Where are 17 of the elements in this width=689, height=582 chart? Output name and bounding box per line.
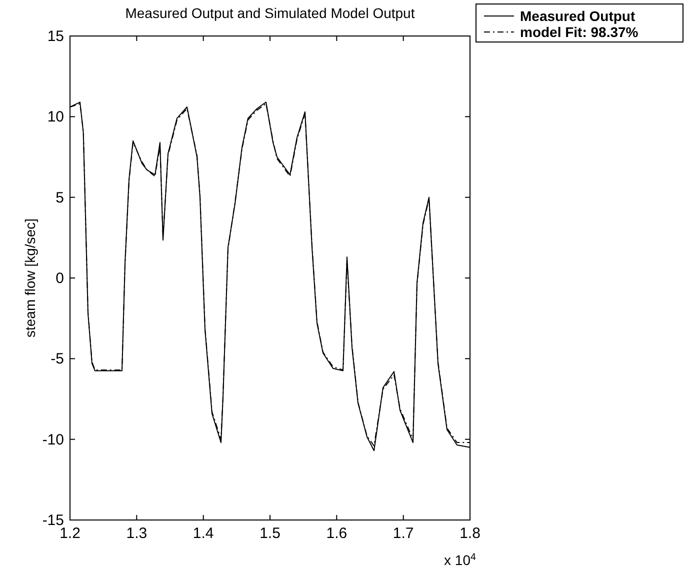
y-tick-label: -10 [42,431,64,448]
x-tick-label: 1.7 [392,525,414,542]
x-tick-label: 1.6 [326,525,348,542]
y-tick-label: -5 [50,350,64,368]
y-tick-label: 15 [47,28,64,45]
legend-label: Measured Output [520,8,636,24]
x-tick-label: 1.3 [126,525,148,542]
x-tick-label: 1.8 [460,525,480,542]
text: x 10$^{4}$ [444,552,477,568]
y-tick-label: 0 [56,270,64,287]
y-tick-label: 10 [47,108,64,126]
y-axis-title: steam flow [kg/sec] [22,218,38,338]
x-tick-label: 1.5 [260,525,280,542]
legend-label: model Fit: 98.37% [520,24,639,40]
chart-title: Measured Output and Simulated Model Output [125,5,415,21]
x-tick-label: 1.4 [192,525,214,542]
y-tick-label: 5 [56,189,64,206]
